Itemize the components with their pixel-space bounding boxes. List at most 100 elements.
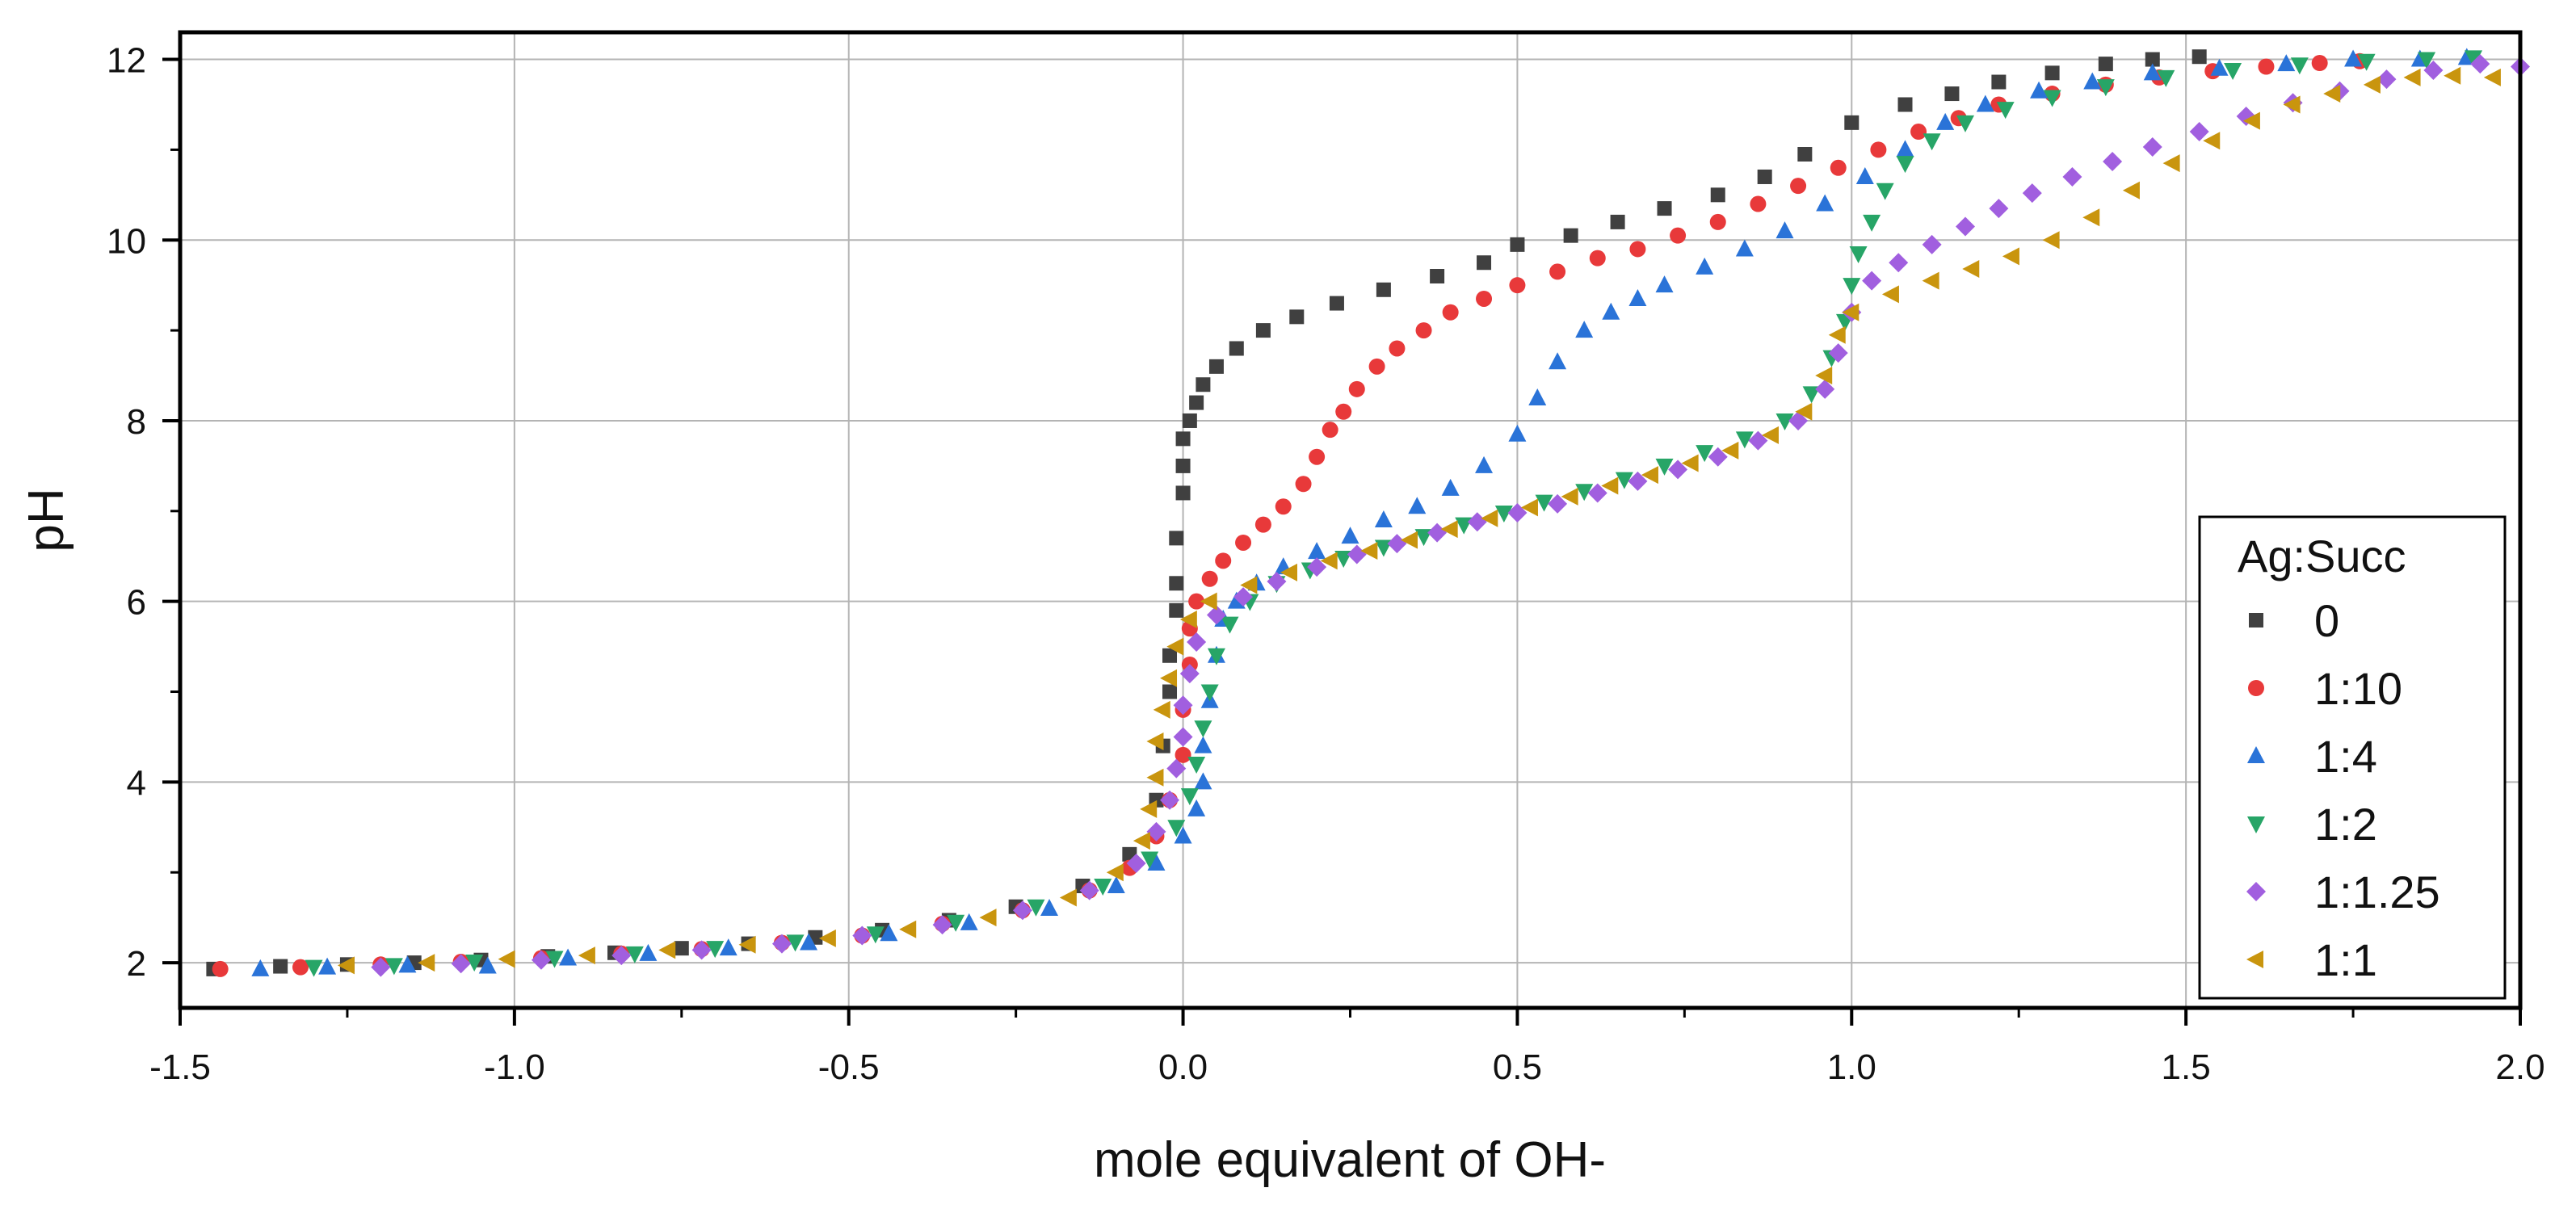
data-point [1668,460,1688,480]
data-point [2323,85,2341,103]
series-1 [206,49,2207,976]
data-point [465,954,484,972]
data-point [1320,552,1338,570]
data-point [1615,472,1633,489]
data-point [2096,79,2115,97]
data-point [880,924,898,942]
series-3 [251,48,2476,976]
data-point [1275,498,1292,515]
data-point [1628,288,1647,306]
data-point [706,941,725,959]
legend-item: 1:1.25 [2246,867,2440,917]
data-point [1200,684,1219,702]
data-point [1750,195,1767,212]
data-point [1735,431,1754,449]
data-point [1708,447,1728,467]
data-point [2283,95,2301,114]
data-point [1802,386,1821,404]
x-tick-label: 1.0 [1827,1047,1876,1087]
data-point [1254,516,1271,533]
data-point [1153,700,1170,719]
data-point [658,941,676,959]
data-point [1996,102,2015,120]
data-point [1374,510,1393,527]
data-point [305,959,323,977]
data-point [1162,648,1178,663]
data-point [2423,60,2444,80]
data-point [1347,544,1367,565]
x-axis-title: mole equivalent of OH- [1094,1132,1606,1188]
data-point [1587,483,1607,503]
data-point [1335,403,1352,420]
data-point [1481,509,1498,527]
data-point [1855,166,1874,184]
data-point [1575,484,1594,502]
data-point [1400,531,1418,549]
data-point [719,938,738,956]
data-point [1876,183,1894,200]
data-point [2210,58,2229,76]
data-point [545,951,564,968]
data-point [1670,227,1687,244]
data-point [2098,57,2113,72]
data-point [2030,81,2049,99]
data-point [371,957,391,977]
data-point [1187,799,1206,816]
data-point [1240,576,1258,594]
data-point [318,957,337,975]
data-point [1696,445,1714,463]
data-point [979,909,997,927]
series-2 [212,52,2368,977]
data-point [1280,563,1298,581]
data-point [578,946,595,965]
data-point [960,913,978,930]
legend-item: 0 [2249,595,2339,646]
data-point [2363,75,2381,94]
data-point [337,956,355,975]
data-point [1166,758,1187,779]
data-point [2157,69,2175,87]
data-point [2418,52,2436,69]
data-point [2044,65,2060,81]
data-point [674,941,689,956]
data-point [1194,736,1212,753]
data-point [1059,888,1077,907]
y-tick-label: 8 [127,402,146,442]
legend-item: 1:4 [2247,731,2377,782]
data-point [2083,72,2102,90]
data-point [1206,605,1226,625]
data-point [1494,506,1513,523]
data-point [1233,587,1254,607]
y-tick-label: 12 [107,41,146,81]
data-point [1936,112,1955,130]
legend: Ag:Succ 0 1:10 1:4 1:2 1:1.25 1:1 [2198,515,2507,1000]
data-point [1442,304,1459,321]
data-point [1427,523,1448,543]
data-point [771,934,792,954]
series-4 [305,50,2483,977]
legend-label: 1:2 [2314,799,2377,850]
data-point [2203,132,2221,150]
y-tick-label: 10 [107,221,146,261]
data-point [899,920,917,938]
x-tick-label: 2.0 [2495,1047,2544,1087]
data-point [1828,325,1846,344]
data-point [1200,592,1217,611]
legend-label: 1:1.25 [2314,867,2440,917]
data-point [1922,234,1942,254]
data-point [1842,303,1860,321]
data-point [1360,542,1378,560]
data-point [1140,800,1158,818]
data-point [1194,772,1212,790]
data-point [2470,54,2490,74]
data-point [1548,493,1568,514]
data-point [1189,395,1204,410]
legend-label: 0 [2314,595,2339,646]
data-point [1106,863,1124,882]
data-point [1146,821,1166,842]
data-point [1267,572,1287,592]
legend-marker [2246,882,2266,901]
data-point [2465,50,2483,68]
data-point [2403,68,2421,86]
